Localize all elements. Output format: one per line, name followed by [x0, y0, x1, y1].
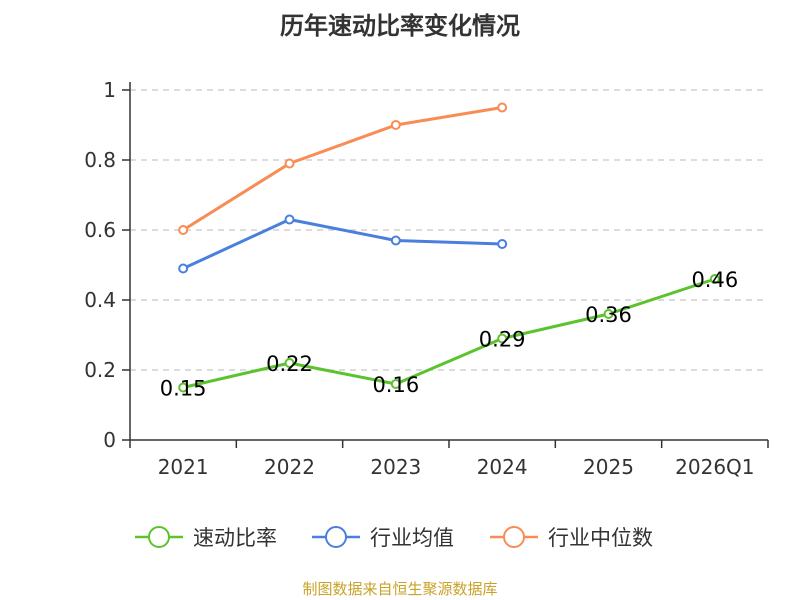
- data-point: [390, 379, 401, 389]
- legend[interactable]: 速动比率 行业均值 行业中位数: [135, 526, 653, 550]
- data-point: [390, 120, 401, 130]
- y-tick-label: 0: [103, 428, 116, 452]
- source-note: 制图数据来自恒生聚源数据库: [302, 580, 498, 598]
- legend-item[interactable]: 行业中位数: [490, 526, 653, 550]
- legend-marker: [325, 526, 347, 548]
- data-point: [497, 102, 508, 113]
- data-point: [603, 309, 614, 319]
- series-line: [182, 106, 503, 232]
- data-point: [178, 263, 189, 274]
- y-tick-label: 0.8: [84, 148, 116, 172]
- data-point: [284, 358, 295, 368]
- data-point: [709, 274, 720, 284]
- y-tick-label: 0.4: [84, 288, 116, 312]
- x-tick-label: 2026Q1: [675, 455, 754, 479]
- data-label: 0.16: [372, 373, 419, 397]
- data-label: 0.29: [479, 328, 526, 352]
- data-label: 0.36: [585, 303, 632, 327]
- series-layer: [178, 102, 720, 393]
- legend-marker: [503, 526, 525, 548]
- grid-lines: [130, 89, 768, 371]
- data-labels: 0.15 0.22 0.16 0.29 0.36 0.46: [160, 268, 738, 401]
- data-label: 0.22: [266, 352, 313, 376]
- data-point: [284, 158, 295, 169]
- x-tick-label: 2022: [264, 455, 315, 479]
- data-point: [178, 225, 189, 235]
- legend-label: 行业中位数: [548, 526, 653, 550]
- legend-label: 行业均值: [370, 526, 454, 550]
- data-point: [390, 235, 401, 246]
- y-tick-label: 0.6: [84, 218, 116, 242]
- data-point: [178, 382, 189, 393]
- data-point: [284, 214, 295, 225]
- legend-item[interactable]: 速动比率: [135, 526, 277, 550]
- data-label: 0.15: [160, 377, 207, 401]
- legend-marker: [148, 526, 170, 548]
- x-tick-label: 2024: [477, 455, 528, 479]
- x-tick-label: 2025: [583, 455, 634, 479]
- x-tick-label: 2023: [370, 455, 421, 479]
- legend-label: 速动比率: [193, 526, 277, 550]
- data-point: [497, 239, 508, 249]
- y-tick-label: 0.2: [84, 358, 116, 382]
- chart-title: 历年速动比率变化情况: [280, 12, 520, 40]
- axes: 0 0.2 0.4 0.6 0.8 1 2021 2022 2023 2024 2025 2026Q1: [84, 78, 769, 479]
- data-point: [497, 333, 508, 344]
- y-tick-label: 1: [103, 78, 116, 102]
- x-tick-label: 2021: [158, 455, 209, 479]
- series-line: [182, 277, 716, 389]
- series-line: [182, 218, 503, 270]
- data-label: 0.46: [691, 268, 738, 292]
- legend-item[interactable]: 行业均值: [312, 526, 454, 550]
